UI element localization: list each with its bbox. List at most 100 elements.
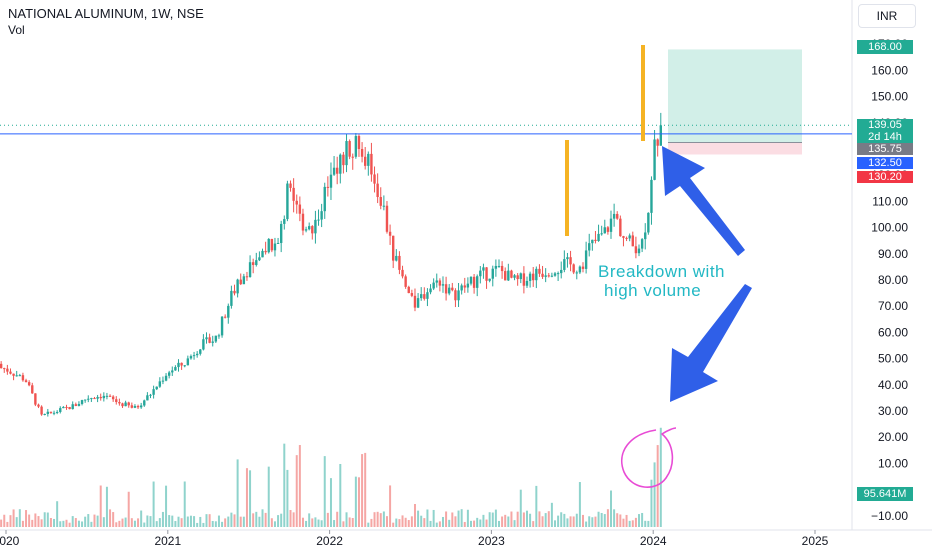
- volume-bar: [454, 516, 457, 527]
- volume-bar: [606, 509, 609, 527]
- volume-bar: [87, 514, 90, 527]
- volume-bar: [342, 521, 345, 527]
- candle-body: [127, 402, 130, 406]
- candle-body: [12, 373, 15, 376]
- volume-bar: [109, 509, 112, 527]
- volume-bar: [616, 513, 619, 527]
- candle-body: [6, 368, 9, 372]
- x-tick-label: 2022: [316, 534, 343, 548]
- volume-bar: [74, 518, 77, 527]
- candle-body: [640, 239, 644, 249]
- candle-body: [332, 167, 336, 175]
- candle-body: [472, 276, 476, 288]
- candle-body: [510, 270, 513, 278]
- candle-body: [233, 290, 236, 294]
- volume-bar: [165, 485, 168, 527]
- candle-body: [609, 218, 613, 232]
- candle-body: [572, 264, 575, 273]
- candle-body: [283, 219, 286, 224]
- volume-bar: [77, 520, 80, 527]
- volume-bar: [469, 520, 472, 527]
- volume-bar: [460, 509, 463, 527]
- y-tick-label: 90.00: [878, 247, 908, 261]
- candle-body: [541, 273, 544, 277]
- volume-bar: [647, 520, 650, 527]
- candle-body: [391, 235, 395, 261]
- volume-bar: [491, 512, 494, 527]
- candle-body: [18, 375, 22, 377]
- candle-body: [264, 250, 267, 253]
- volume-bar: [535, 485, 538, 527]
- y-tick-label: 110.00: [872, 194, 908, 208]
- volume-bar: [155, 521, 158, 527]
- volume-bar: [364, 452, 367, 527]
- candle-body: [628, 235, 631, 239]
- volume-bar: [600, 512, 603, 527]
- volume-bar: [417, 510, 420, 527]
- volume-bar: [588, 516, 591, 527]
- candle-body: [398, 255, 401, 270]
- candle-body: [469, 276, 473, 284]
- volume-bar: [158, 518, 161, 527]
- volume-bar: [0, 519, 3, 527]
- volume-bar: [311, 518, 314, 527]
- volume-bars: [0, 427, 662, 527]
- volume-bar: [516, 511, 519, 527]
- candle-body: [522, 273, 526, 286]
- symbol-title[interactable]: NATIONAL ALUMINUM, 1W, NSE: [8, 6, 204, 21]
- volume-bar: [582, 514, 585, 527]
- volume-bar: [121, 518, 124, 527]
- candle-body: [311, 226, 314, 234]
- candle-body: [143, 400, 146, 406]
- volume-bar: [501, 516, 504, 527]
- volume-bar: [171, 515, 174, 527]
- candle-body: [177, 362, 180, 368]
- volume-circle-highlight: [621, 427, 677, 488]
- volume-bar: [177, 516, 180, 527]
- candle-body: [99, 396, 102, 399]
- volume-bar: [392, 522, 395, 527]
- volume-bar: [631, 520, 634, 527]
- volume-bar: [273, 521, 276, 527]
- candle-body: [463, 285, 466, 288]
- volume-bar: [656, 445, 659, 527]
- volume-bar: [361, 454, 364, 527]
- candle-body: [488, 278, 491, 281]
- candle-body: [118, 402, 121, 404]
- candle-body: [647, 212, 650, 233]
- volume-bar: [557, 515, 560, 527]
- volume-bar: [186, 516, 189, 527]
- stop-price-label: 130.20: [857, 171, 913, 183]
- x-tick-label: 2023: [478, 534, 505, 548]
- price-axis[interactable]: 170.00160.00150.00140.00130.00120.00110.…: [871, 37, 908, 523]
- volume-bar: [43, 512, 46, 527]
- y-tick-label: 70.00: [878, 299, 908, 313]
- candle-body: [444, 284, 448, 294]
- volume-bar: [638, 514, 641, 527]
- currency-selector[interactable]: INR: [858, 4, 916, 28]
- volume-bar: [373, 512, 376, 527]
- candle-body: [292, 187, 295, 201]
- volume-bar: [305, 520, 308, 527]
- volume-label[interactable]: Vol: [8, 23, 25, 37]
- volume-bar: [3, 514, 6, 527]
- arrow-down-left: [670, 284, 752, 402]
- volume-bar: [37, 516, 40, 527]
- volume-bar: [152, 481, 155, 527]
- candle-body: [360, 149, 364, 157]
- volume-bar: [245, 468, 248, 527]
- volume-bar: [267, 466, 270, 527]
- candle-body: [245, 276, 249, 278]
- volume-bar: [525, 510, 528, 527]
- volume-bar: [208, 514, 211, 527]
- candle-body: [304, 229, 308, 231]
- candle-body: [637, 248, 641, 254]
- volume-bar: [277, 515, 280, 527]
- candle-body: [612, 213, 616, 219]
- volume-bar: [336, 511, 339, 527]
- candle-body: [385, 205, 389, 232]
- candle-body: [547, 275, 550, 277]
